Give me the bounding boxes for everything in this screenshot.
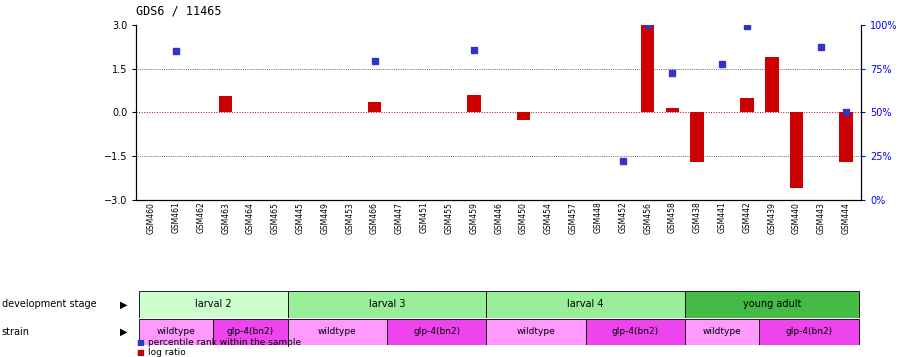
Bar xyxy=(666,108,680,112)
Text: GSM452: GSM452 xyxy=(618,202,627,233)
Bar xyxy=(287,291,486,318)
Text: GSM439: GSM439 xyxy=(767,202,776,233)
Text: GSM463: GSM463 xyxy=(221,202,230,233)
Text: GSM445: GSM445 xyxy=(296,202,305,233)
Bar xyxy=(685,319,759,345)
Text: GSM446: GSM446 xyxy=(495,202,503,233)
Text: GSM444: GSM444 xyxy=(842,202,851,233)
Text: GSM438: GSM438 xyxy=(693,202,702,233)
Bar xyxy=(139,319,214,345)
Bar xyxy=(387,319,486,345)
Bar xyxy=(685,291,858,318)
Text: GSM466: GSM466 xyxy=(370,202,379,233)
Bar xyxy=(287,319,387,345)
Text: GSM458: GSM458 xyxy=(668,202,677,233)
Text: GSM450: GSM450 xyxy=(519,202,528,233)
Text: ■: ■ xyxy=(136,348,145,357)
Bar xyxy=(367,102,381,112)
Text: strain: strain xyxy=(2,327,29,337)
Text: wildtype: wildtype xyxy=(517,327,555,336)
Text: larval 2: larval 2 xyxy=(195,299,231,310)
Text: ▶: ▶ xyxy=(120,299,127,310)
Text: GSM455: GSM455 xyxy=(445,202,453,233)
Text: GSM462: GSM462 xyxy=(196,202,205,233)
Text: glp-4(bn2): glp-4(bn2) xyxy=(612,327,659,336)
Text: wildtype: wildtype xyxy=(157,327,195,336)
Bar xyxy=(586,319,685,345)
Text: GSM441: GSM441 xyxy=(717,202,727,233)
Bar xyxy=(839,112,853,162)
Bar xyxy=(467,95,481,112)
Text: GSM454: GSM454 xyxy=(544,202,553,233)
Text: larval 4: larval 4 xyxy=(567,299,604,310)
Bar xyxy=(139,291,287,318)
Text: GSM465: GSM465 xyxy=(271,202,280,233)
Text: wildtype: wildtype xyxy=(318,327,356,336)
Text: ■: ■ xyxy=(136,338,145,347)
Bar xyxy=(214,319,287,345)
Bar xyxy=(486,291,685,318)
Text: GSM443: GSM443 xyxy=(817,202,826,233)
Text: GSM442: GSM442 xyxy=(742,202,752,233)
Text: GSM460: GSM460 xyxy=(146,202,156,233)
Bar xyxy=(219,96,232,112)
Text: GSM448: GSM448 xyxy=(593,202,602,233)
Text: development stage: development stage xyxy=(2,299,97,310)
Bar xyxy=(740,98,753,112)
Text: ▶: ▶ xyxy=(120,327,127,337)
Bar xyxy=(641,25,655,112)
Text: glp-4(bn2): glp-4(bn2) xyxy=(227,327,274,336)
Bar xyxy=(790,112,803,188)
Text: GDS6 / 11465: GDS6 / 11465 xyxy=(136,5,222,18)
Text: percentile rank within the sample: percentile rank within the sample xyxy=(148,338,301,347)
Text: GSM461: GSM461 xyxy=(171,202,181,233)
Text: GSM453: GSM453 xyxy=(345,202,355,233)
Text: log ratio: log ratio xyxy=(148,348,186,357)
Bar xyxy=(486,319,586,345)
Text: glp-4(bn2): glp-4(bn2) xyxy=(786,327,833,336)
Text: GSM459: GSM459 xyxy=(470,202,478,233)
Text: wildtype: wildtype xyxy=(703,327,741,336)
Bar xyxy=(765,57,778,112)
Text: young adult: young adult xyxy=(742,299,801,310)
Text: GSM449: GSM449 xyxy=(321,202,330,233)
Text: GSM456: GSM456 xyxy=(643,202,652,233)
Text: GSM457: GSM457 xyxy=(568,202,577,233)
Text: GSM464: GSM464 xyxy=(246,202,255,233)
Text: glp-4(bn2): glp-4(bn2) xyxy=(414,327,460,336)
Text: GSM447: GSM447 xyxy=(395,202,404,233)
Text: GSM451: GSM451 xyxy=(420,202,429,233)
Bar xyxy=(759,319,858,345)
Bar xyxy=(517,112,530,120)
Bar xyxy=(691,112,705,162)
Text: larval 3: larval 3 xyxy=(368,299,405,310)
Text: GSM440: GSM440 xyxy=(792,202,801,233)
